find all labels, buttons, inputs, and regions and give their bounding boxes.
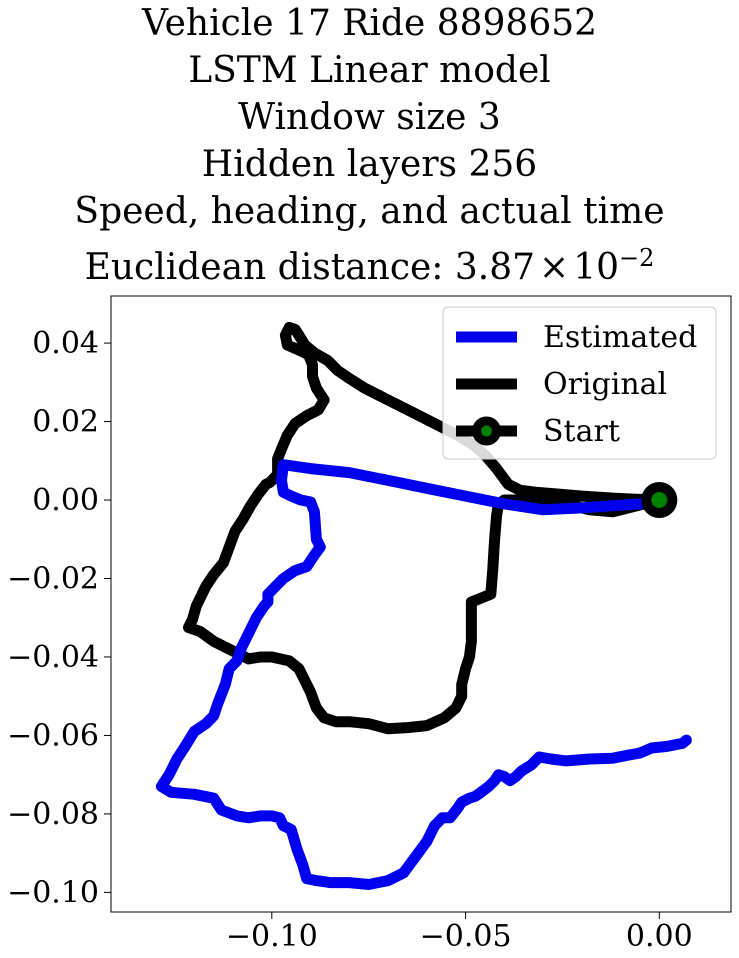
legend-box xyxy=(442,306,717,460)
series-line-original xyxy=(183,321,665,735)
y-tick-label: −0.06 xyxy=(7,718,99,753)
title-line-hidden: Hidden layers 256 xyxy=(201,144,538,185)
y-tick-label: −0.04 xyxy=(7,640,99,675)
title-line-vehicle: Vehicle 17 Ride 8898652 xyxy=(141,3,598,44)
x-axis: −0.10 −0.05 0.00 xyxy=(226,912,693,954)
legend-label-start: Start xyxy=(543,414,620,449)
title-line-features: Speed, heading, and actual time xyxy=(74,191,665,232)
legend-label-estimated: Estimated xyxy=(543,320,697,355)
start-marker xyxy=(641,482,678,519)
distance-exponent: −2 xyxy=(619,244,655,272)
legend: Estimated Original Start xyxy=(442,306,717,460)
distance-mantissa: 3.87 xyxy=(454,247,536,288)
y-tick-label: 0.00 xyxy=(32,483,99,518)
y-tick-label: −0.10 xyxy=(7,875,99,910)
title-line-window: Window size 3 xyxy=(238,97,501,138)
series-layer xyxy=(155,321,692,890)
y-tick-label: 0.04 xyxy=(32,326,99,361)
distance-base: 10 xyxy=(573,247,620,288)
distance-label: Euclidean distance: xyxy=(84,247,455,288)
x-tick-label: −0.10 xyxy=(226,919,318,954)
legend-label-original: Original xyxy=(543,367,667,402)
y-tick-label: −0.02 xyxy=(7,561,99,596)
y-tick-label: −0.08 xyxy=(7,797,99,832)
chart-title: Vehicle 17 Ride 8898652 LSTM Linear mode… xyxy=(0,0,739,291)
plot-frame xyxy=(110,295,732,913)
legend-start-marker xyxy=(472,416,501,446)
y-axis: 0.04 0.02 0.00 −0.02 −0.04 −0.06 −0.08 −0.10 xyxy=(7,326,111,910)
series-line-estimated xyxy=(155,459,692,890)
x-tick-label: −0.05 xyxy=(420,919,512,954)
y-tick-label: 0.02 xyxy=(32,405,99,440)
distance-times: × xyxy=(539,247,570,288)
title-line-distance: Euclidean distance: 3.87 × 10−2 xyxy=(0,235,739,291)
title-line-model: LSTM Linear model xyxy=(188,50,551,91)
x-tick-label: 0.00 xyxy=(626,919,693,954)
marker-layer xyxy=(641,482,678,519)
